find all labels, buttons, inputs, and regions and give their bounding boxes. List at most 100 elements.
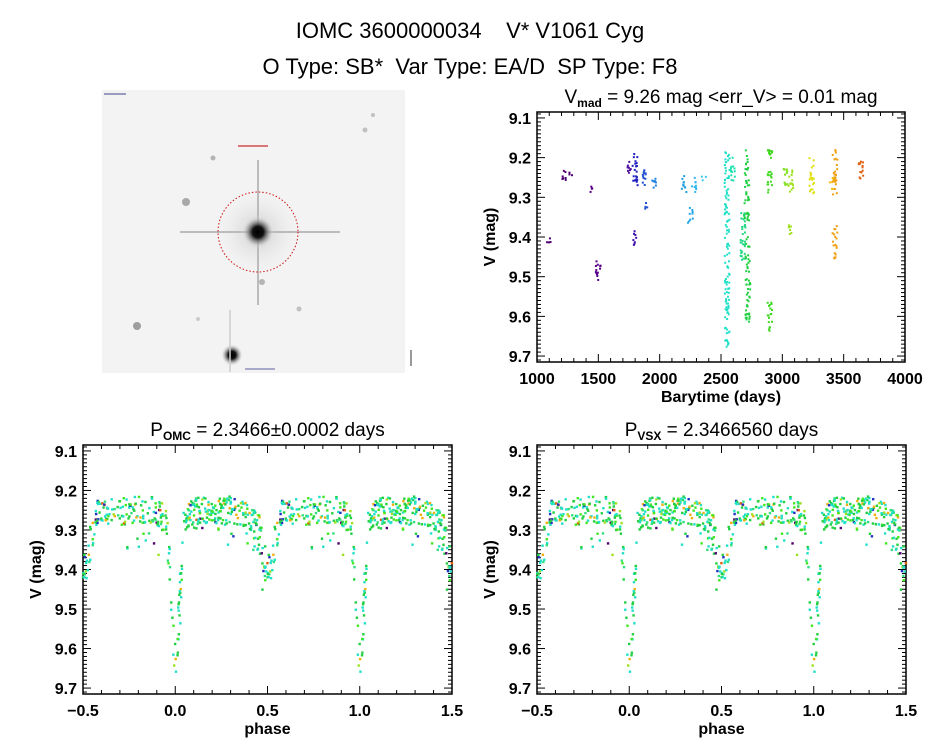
data-point xyxy=(364,572,367,575)
bright-star xyxy=(221,344,243,366)
data-point xyxy=(537,553,540,557)
data-point xyxy=(783,181,786,184)
data-point xyxy=(268,556,271,559)
data-point xyxy=(257,543,261,546)
data-point xyxy=(859,171,862,174)
data-point xyxy=(827,518,831,522)
data-point xyxy=(100,517,103,520)
data-point xyxy=(742,243,745,246)
data-point xyxy=(842,497,846,500)
data-point xyxy=(571,514,574,517)
data-point xyxy=(94,509,98,513)
data-point xyxy=(191,503,195,507)
data-point xyxy=(426,513,430,516)
data-point xyxy=(294,518,298,522)
data-point xyxy=(861,502,864,505)
data-point xyxy=(834,256,837,259)
data-point xyxy=(764,546,768,549)
data-point xyxy=(258,536,261,539)
data-point xyxy=(731,156,734,159)
data-point xyxy=(815,651,818,654)
y-tick-label: 9.1 xyxy=(509,111,531,128)
data-point xyxy=(655,498,658,501)
data-point xyxy=(378,505,381,508)
data-point xyxy=(131,521,134,524)
data-point xyxy=(726,311,729,314)
data-point xyxy=(632,590,636,593)
data-point xyxy=(437,537,440,540)
data-point xyxy=(874,523,878,526)
data-point xyxy=(368,528,372,531)
target-marker-circle xyxy=(217,191,299,273)
data-point xyxy=(892,510,895,513)
data-point xyxy=(219,502,222,506)
data-point xyxy=(713,529,717,532)
data-point xyxy=(715,546,718,550)
data-point xyxy=(747,197,750,200)
data-point xyxy=(766,181,769,184)
data-point xyxy=(725,189,728,192)
data-point xyxy=(319,516,323,519)
data-point xyxy=(361,606,364,609)
data-point xyxy=(372,502,375,506)
data-point xyxy=(645,501,648,505)
data-point xyxy=(733,167,736,170)
data-point xyxy=(809,188,812,191)
data-point xyxy=(257,514,261,517)
data-point xyxy=(622,547,625,551)
data-point xyxy=(707,530,710,533)
x-axis-label: phase xyxy=(244,721,290,738)
data-point xyxy=(191,521,195,524)
data-point xyxy=(261,562,264,565)
data-point xyxy=(707,510,710,513)
data-point xyxy=(803,528,806,531)
data-point xyxy=(642,177,645,180)
data-point xyxy=(183,520,186,523)
data-point xyxy=(793,506,796,509)
data-point xyxy=(213,517,217,520)
data-point xyxy=(230,532,233,535)
data-point xyxy=(228,520,231,524)
data-point xyxy=(173,642,177,646)
data-point xyxy=(437,545,441,548)
data-point xyxy=(834,149,837,152)
data-point xyxy=(734,521,738,525)
data-point xyxy=(379,497,382,500)
data-point xyxy=(769,180,772,183)
data-point xyxy=(726,308,729,311)
data-point xyxy=(353,578,356,581)
data-point xyxy=(624,601,627,604)
x-tick-label: −0.5 xyxy=(67,703,99,720)
data-point xyxy=(198,511,202,515)
data-point xyxy=(417,522,421,525)
data-point xyxy=(365,578,368,581)
data-point xyxy=(185,517,188,520)
data-point xyxy=(883,523,886,527)
data-point xyxy=(387,496,390,500)
data-point xyxy=(398,504,401,507)
data-point xyxy=(173,664,176,667)
data-point xyxy=(168,565,172,569)
data-point xyxy=(326,517,329,520)
data-point xyxy=(671,499,675,503)
data-point xyxy=(159,509,162,512)
data-point xyxy=(746,199,749,202)
data-point xyxy=(861,169,864,172)
y-tick-label: 9.2 xyxy=(509,151,531,168)
data-point xyxy=(696,502,699,506)
data-point xyxy=(651,518,654,521)
data-point xyxy=(809,177,812,180)
data-point xyxy=(698,515,701,519)
data-point xyxy=(385,517,389,520)
data-point xyxy=(658,510,662,513)
data-point xyxy=(679,519,682,522)
data-point xyxy=(866,495,870,498)
data-point xyxy=(587,495,591,499)
data-point xyxy=(693,501,697,505)
data-point xyxy=(193,505,197,508)
data-point xyxy=(899,552,902,555)
data-point xyxy=(750,513,754,516)
data-point xyxy=(164,514,167,517)
data-point xyxy=(611,524,615,528)
